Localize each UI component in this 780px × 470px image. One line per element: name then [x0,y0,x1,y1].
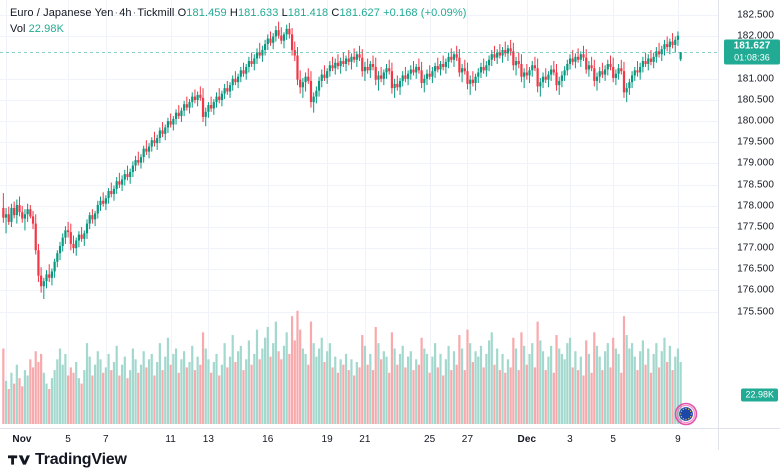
eu-economic-event-marker[interactable] [674,402,698,426]
time-tick-label: 5 [610,434,617,445]
price-tick-label: 182.000 [737,30,774,42]
time-tick-label: Nov [12,434,32,445]
time-tick-label: 25 [424,434,436,445]
price-tick-label: 181.000 [737,73,774,85]
time-scale[interactable]: Nov 5 7 11 13 16 19 21 25 27 Dec 3 5 9 [0,428,718,450]
price-tick-label: 176.500 [737,263,774,275]
time-tick-label: 21 [359,434,371,445]
volume-value-badge: 22.98K [741,388,778,402]
price-scale[interactable]: 182.500 182.000 181.000 180.500 180.000 179.5… [718,0,780,428]
tradingview-wordmark: TradingView [35,451,127,468]
current-price-badge[interactable]: 181.627 01:08:36 [724,39,780,65]
current-price-text: 181.627 [733,40,771,52]
candlesticks [2,21,682,299]
price-tick-label: 178.500 [737,179,774,191]
price-tick-label: 177.500 [737,221,774,233]
tradingview-logo-icon [8,455,30,465]
price-tick-label: 180.000 [737,115,774,127]
time-tick-label: 19 [321,434,333,445]
price-tick-label: 176.000 [737,284,774,296]
bottom-bar [0,450,780,470]
price-tick-label: 182.500 [737,9,774,21]
volume-bars [2,310,682,424]
grid-lines [0,0,718,424]
time-tick-label: 13 [202,434,215,445]
price-tick-label: 177.000 [737,242,774,254]
eu-flag-icon [674,402,698,426]
time-tick-label: 5 [65,434,71,445]
time-tick-label: 3 [567,434,573,445]
price-tick-label: 179.500 [737,136,774,148]
chart-canvas [0,0,718,424]
time-tick-label: 7 [103,434,109,445]
time-tick-label: 9 [675,434,681,445]
price-tick-label: 179.000 [737,157,774,169]
price-tick-label: 180.500 [737,94,774,106]
bar-countdown-text: 01:08:36 [734,52,770,63]
price-tick-label: 178.000 [737,200,774,212]
time-tick-label: 16 [262,434,274,445]
price-tick-label: 175.500 [737,306,774,318]
time-scale-corner [718,428,780,450]
chart-plot-area[interactable] [0,0,718,428]
volume-badge-text: 22.98K [745,389,774,400]
tradingview-branding[interactable]: TradingView [8,450,127,470]
time-tick-label: 27 [461,434,474,445]
time-tick-label: Dec [517,434,537,445]
time-tick-label: 11 [165,434,176,445]
